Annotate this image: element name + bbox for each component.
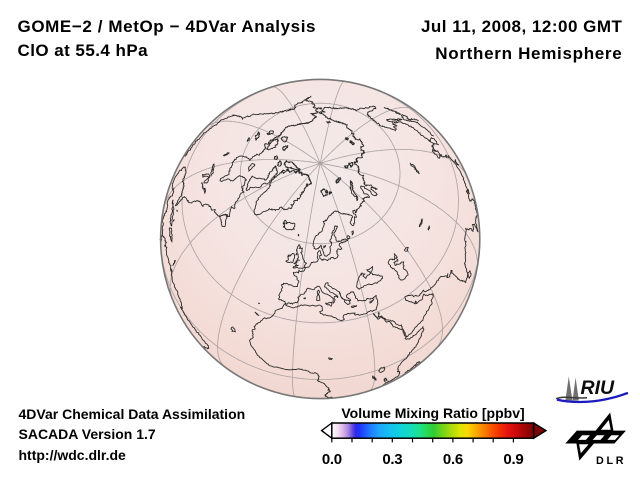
svg-text:RIU: RIU	[581, 377, 616, 399]
svg-text:DLR: DLR	[596, 454, 626, 465]
